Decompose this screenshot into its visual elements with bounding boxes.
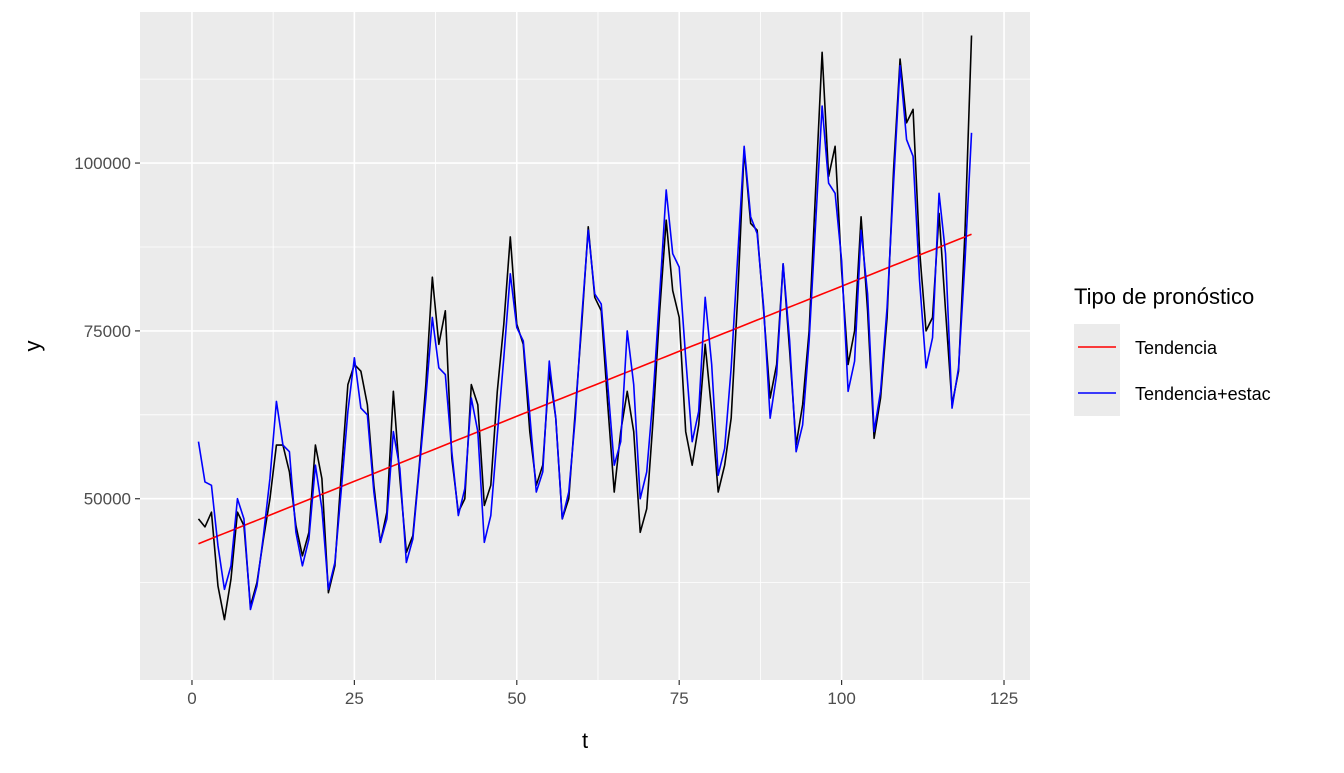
legend: Tipo de pronóstico Tendencia Tendencia+e… bbox=[1074, 284, 1271, 416]
x-tick-label: 25 bbox=[345, 689, 364, 708]
x-tick-labels: 0 25 50 75 100 125 bbox=[187, 689, 1018, 708]
plot-panel bbox=[140, 12, 1030, 680]
x-tick-label: 0 bbox=[187, 689, 196, 708]
x-axis-title: t bbox=[582, 728, 588, 753]
y-axis-title: y bbox=[20, 341, 45, 352]
y-tick-labels: 50000 75000 100000 bbox=[74, 154, 131, 509]
x-tick-label: 100 bbox=[827, 689, 855, 708]
x-tick-label: 50 bbox=[507, 689, 526, 708]
series-layer bbox=[197, 35, 973, 621]
series-line-tendencia-estac bbox=[197, 64, 973, 611]
axis-ticks bbox=[135, 162, 1005, 685]
legend-title: Tipo de pronóstico bbox=[1074, 284, 1254, 309]
y-tick-label: 100000 bbox=[74, 154, 131, 173]
major-gridlines bbox=[140, 12, 1030, 680]
x-tick-label: 75 bbox=[670, 689, 689, 708]
y-tick-label: 50000 bbox=[84, 490, 131, 509]
x-tick-label: 125 bbox=[990, 689, 1018, 708]
legend-label-tendencia-estac: Tendencia+estac bbox=[1135, 384, 1271, 404]
legend-label-tendencia: Tendencia bbox=[1135, 338, 1218, 358]
y-tick-label: 75000 bbox=[84, 322, 131, 341]
